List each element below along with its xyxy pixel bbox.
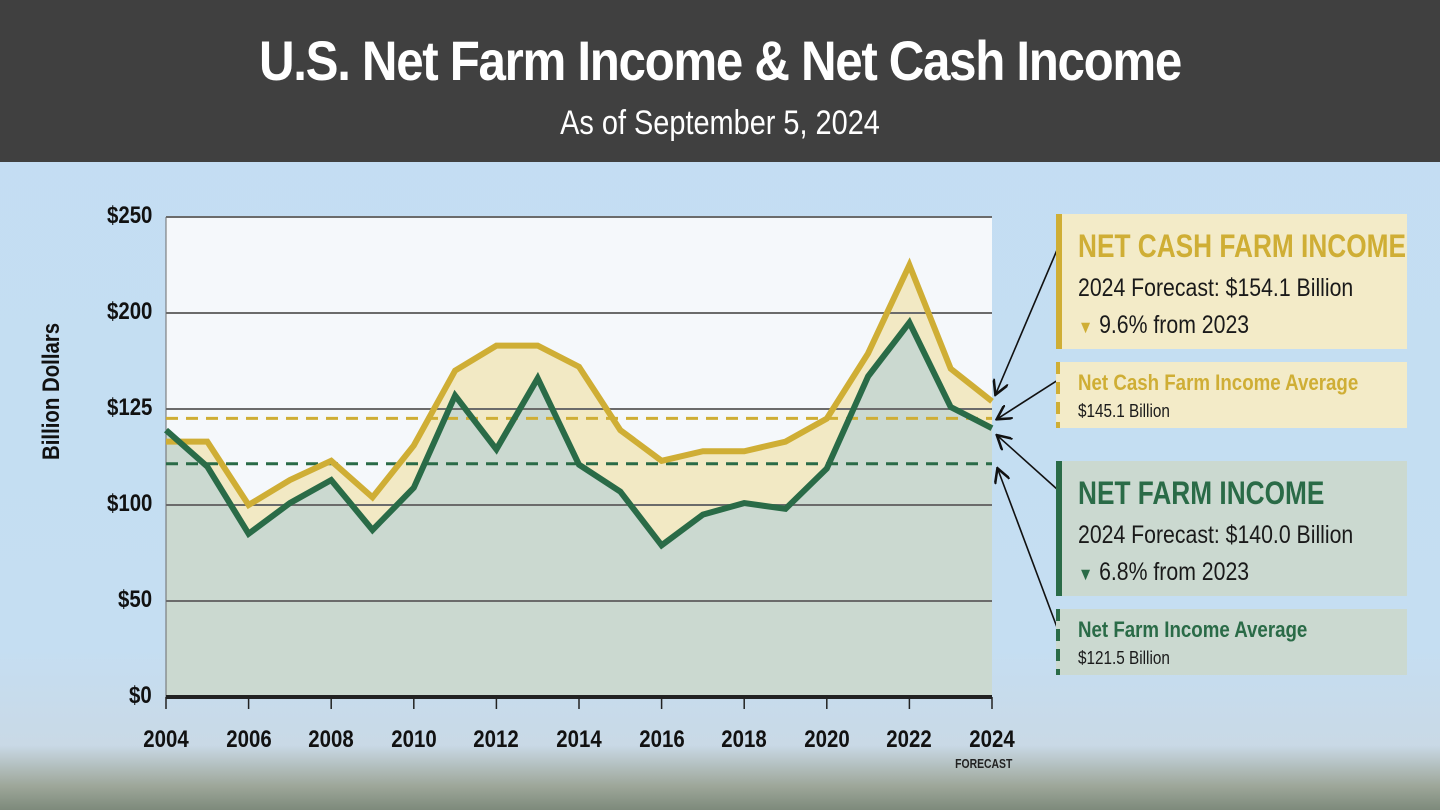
legend-forecast: 2024 Forecast: $154.1 Billion [1078, 274, 1354, 302]
x-tick-label: 2024 [969, 726, 1015, 753]
legend-title: NET CASH FARM INCOME [1078, 228, 1406, 264]
nfi-area [166, 322, 992, 697]
y-tick-label: $100 [106, 490, 152, 517]
x-tick-label: 2014 [556, 726, 602, 753]
legend-bar [1056, 214, 1062, 349]
x-tick-label: 2010 [391, 726, 437, 753]
legend-title: NET FARM INCOME [1078, 475, 1325, 511]
y-axis-label: Billion Dollars [38, 322, 65, 460]
series-line [166, 257, 994, 510]
y-tick-label: $0 [129, 682, 152, 709]
x-tick-label: 2004 [143, 726, 189, 753]
legend-dashed-bar [1056, 609, 1060, 675]
forecast-note: FORECAST [955, 756, 1013, 771]
legend-avg-title: Net Cash Farm Income Average [1078, 370, 1359, 395]
x-tick-label: 2020 [804, 726, 850, 753]
legend-net-farm-income-average: Net Farm Income Average $121.5 Billion [1056, 609, 1407, 675]
x-tick-label: 2022 [886, 726, 933, 753]
chart-subtitle: As of September 5, 2024 [560, 104, 880, 142]
chart-title: U.S. Net Farm Income & Net Cash Income [259, 29, 1182, 92]
legend-change-row: ▼ 9.6% from 2023 [1078, 311, 1249, 340]
legend-bar [1056, 461, 1062, 596]
legend-net-cash-farm-income-average: Net Cash Farm Income Average $145.1 Bill… [1056, 362, 1407, 428]
y-tick-label: $125 [106, 394, 152, 421]
legend-avg-value: $145.1 Billion [1078, 401, 1170, 421]
x-tick-label: 2006 [225, 726, 272, 753]
legend-avg-value: $121.5 Billion [1078, 648, 1170, 668]
y-tick-label: $250 [106, 202, 152, 229]
legend-change: 9.6% from 2023 [1099, 311, 1250, 339]
x-axis [165, 695, 993, 709]
down-triangle-icon: ▼ [1078, 317, 1094, 337]
series-line [164, 316, 994, 550]
legend-change-row: ▼ 6.8% from 2023 [1078, 558, 1249, 587]
legend-net-farm-income: NET FARM INCOME 2024 Forecast: $140.0 Bi… [1056, 461, 1407, 596]
header: U.S. Net Farm Income & Net Cash Income A… [0, 0, 1440, 162]
x-tick-label: 2016 [638, 726, 685, 753]
y-tick-label: $200 [106, 298, 152, 325]
x-tick-label: 2012 [473, 726, 520, 753]
x-tick-label: 2018 [721, 726, 767, 753]
callout-arrows [996, 249, 1059, 631]
legend-net-cash-farm-income: NET CASH FARM INCOME 2024 Forecast: $154… [1056, 214, 1407, 349]
legend-dashed-bar [1056, 362, 1060, 428]
legend-avg-title: Net Farm Income Average [1078, 617, 1308, 642]
x-tick-label: 2008 [308, 726, 354, 753]
legend-forecast: 2024 Forecast: $140.0 Billion [1078, 521, 1354, 549]
legend-change: 6.8% from 2023 [1099, 558, 1250, 586]
y-tick-label: $50 [117, 586, 152, 613]
down-triangle-icon: ▼ [1078, 564, 1094, 584]
